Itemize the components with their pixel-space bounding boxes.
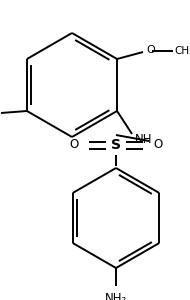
Text: CH₃: CH₃ [174,46,190,56]
Text: NH: NH [135,133,153,146]
Text: O: O [153,139,162,152]
Text: NH₂: NH₂ [105,292,127,300]
Text: S: S [111,138,121,152]
Text: O: O [70,139,79,152]
Text: O: O [146,45,155,55]
